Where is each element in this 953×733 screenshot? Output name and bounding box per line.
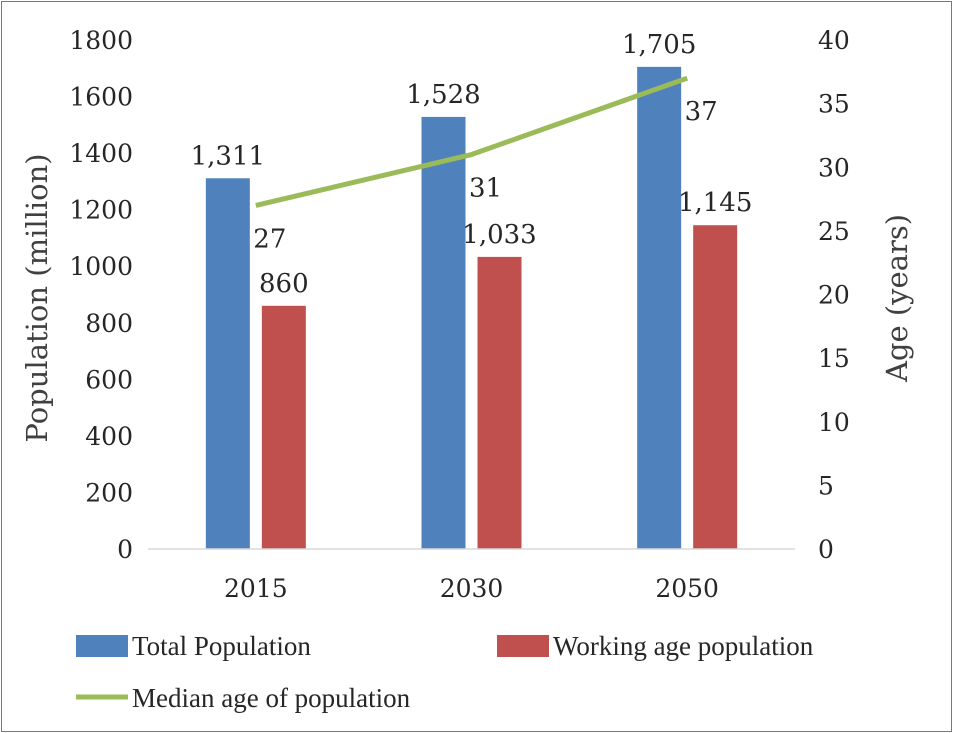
right-y-tick-label: 30 <box>818 153 850 182</box>
legend-label-working-age-population: Working age population <box>553 631 814 661</box>
bar-total-population <box>421 116 466 549</box>
bar-working-age-population <box>261 305 306 549</box>
right-y-tick-label: 10 <box>818 408 850 437</box>
x-tick-label: 2050 <box>655 574 719 603</box>
legend: Total Population Working age population … <box>76 631 814 713</box>
data-label-total-population: 1,528 <box>406 80 480 110</box>
bar-working-age-population <box>477 256 522 549</box>
bar-working-age-population <box>693 225 738 549</box>
x-axis-ticks: 2015 2030 2050 <box>224 574 719 603</box>
data-label-median-age-of-population: 31 <box>469 174 502 204</box>
left-y-axis-title: Population (million) <box>20 153 54 442</box>
data-label-working-age-population: 1,033 <box>462 220 536 250</box>
left-y-tick-label: 1600 <box>69 83 133 112</box>
legend-swatch-working-age-population <box>497 635 549 657</box>
x-tick-label: 2015 <box>224 574 288 603</box>
data-label-total-population: 1,705 <box>622 30 696 60</box>
right-y-tick-label: 40 <box>818 26 850 55</box>
data-labels: 1,311 860 1,528 1,033 1,705 1,145 27 31 37 <box>191 30 753 299</box>
data-label-median-age-of-population: 27 <box>253 224 286 254</box>
line-median-age-of-population <box>255 75 689 208</box>
legend-swatch-total-population <box>76 635 128 657</box>
bar-total-population <box>205 178 250 550</box>
line-series <box>255 75 689 208</box>
data-label-working-age-population: 1,145 <box>678 188 752 218</box>
legend-label-total-population: Total Population <box>132 631 311 661</box>
left-y-tick-label: 1800 <box>69 26 133 55</box>
right-y-axis-title: Age (years) <box>880 214 914 383</box>
right-y-tick-label: 15 <box>818 344 850 373</box>
data-label-working-age-population: 860 <box>259 269 309 299</box>
data-label-median-age-of-population: 37 <box>685 97 718 127</box>
right-y-tick-label: 35 <box>818 90 850 119</box>
right-y-tick-label: 20 <box>818 281 850 310</box>
right-y-tick-label: 0 <box>818 535 834 564</box>
right-y-axis-ticks: 0 5 10 15 20 25 30 35 40 <box>818 26 850 564</box>
left-y-tick-label: 1200 <box>69 196 133 225</box>
right-y-tick-label: 25 <box>818 217 850 246</box>
data-label-total-population: 1,311 <box>191 141 265 171</box>
left-y-tick-label: 200 <box>85 478 133 507</box>
x-tick-label: 2030 <box>440 574 504 603</box>
legend-label-median-age: Median age of population <box>132 683 411 713</box>
bars <box>205 66 738 550</box>
left-y-tick-label: 800 <box>85 309 133 338</box>
bar-total-population <box>637 66 682 549</box>
left-y-axis-ticks: 0 200 400 600 800 1000 1200 1400 1600 1800 <box>69 26 133 564</box>
left-y-tick-label: 1000 <box>69 252 133 281</box>
left-y-tick-label: 400 <box>85 422 133 451</box>
right-y-tick-label: 5 <box>818 471 834 500</box>
left-y-tick-label: 600 <box>85 365 133 394</box>
left-y-tick-label: 1400 <box>69 139 133 168</box>
left-y-tick-label: 0 <box>117 535 133 564</box>
